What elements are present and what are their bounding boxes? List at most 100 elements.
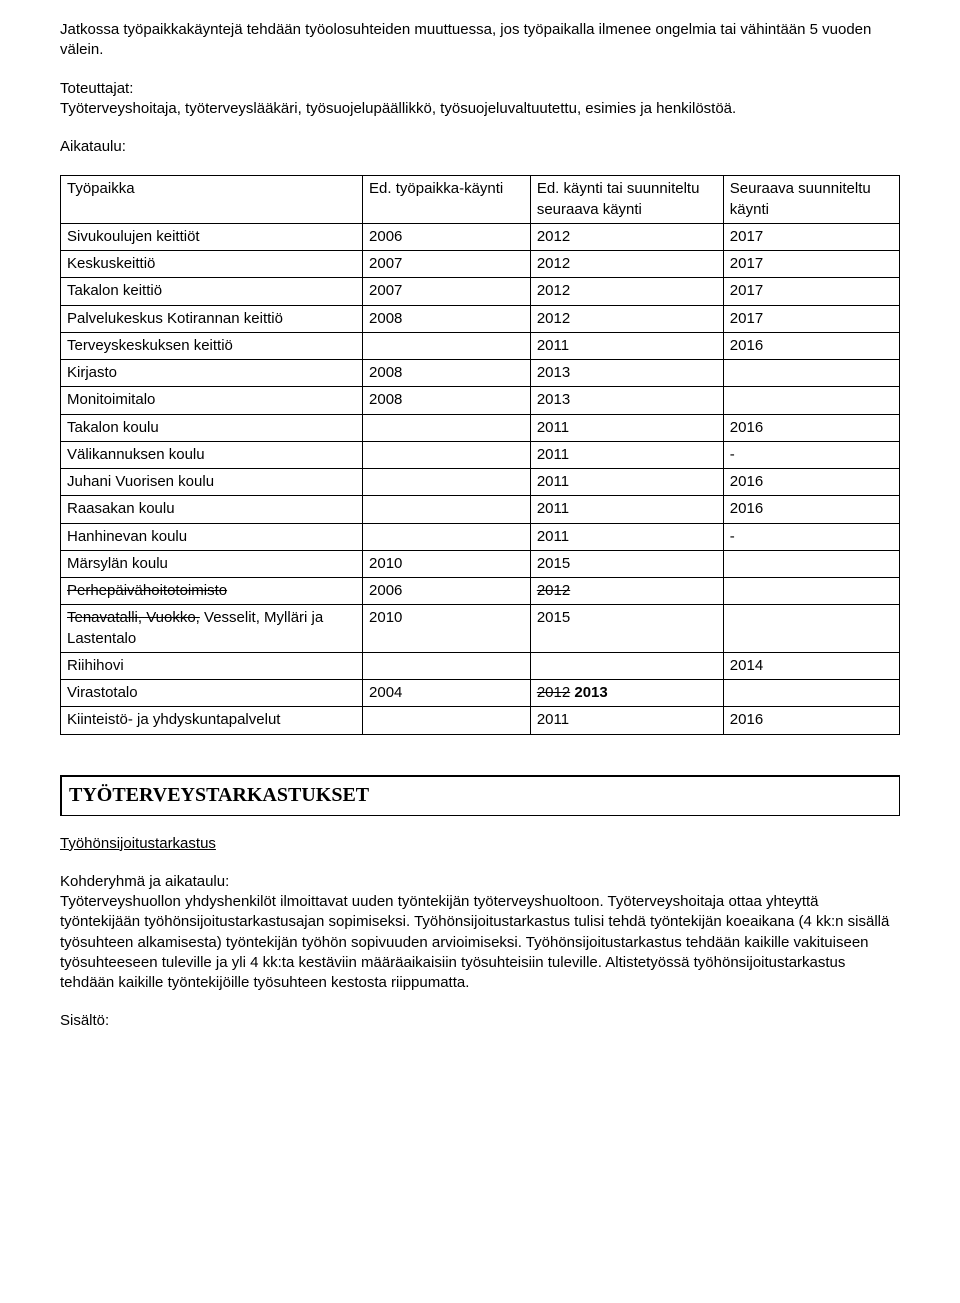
cell-prev-visit — [363, 523, 531, 550]
table-row: Monitoimitalo20082013 — [61, 387, 900, 414]
cell-prev-visit — [363, 707, 531, 734]
kohderyhma-body: Työterveyshuollon yhdyshenkilöt ilmoitta… — [60, 893, 889, 991]
intro-paragraph-3: Aikataulu: — [60, 137, 900, 157]
cell-prev-visit: 2004 — [363, 680, 531, 707]
cell-planned-visit: 2013 — [530, 387, 723, 414]
cell-next-visit — [723, 387, 899, 414]
table-row: Tenavatalli, Vuokko, Vesselit, Mylläri j… — [61, 605, 900, 653]
cell-next-visit — [723, 680, 899, 707]
section-heading-tyoterveystarkastukset: TYÖTERVEYSTARKASTUKSET — [60, 775, 900, 816]
cell-next-visit: 2014 — [723, 652, 899, 679]
cell-prev-visit: 2010 — [363, 550, 531, 577]
cell-workplace: Perhepäivähoitotoimisto — [61, 578, 363, 605]
cell-planned-visit: 2011 — [530, 496, 723, 523]
sisalto-label: Sisältö: — [60, 1011, 900, 1031]
cell-workplace: Takalon keittiö — [61, 278, 363, 305]
table-row: Riihihovi 2014 — [61, 652, 900, 679]
cell-next-visit: 2017 — [723, 278, 899, 305]
cell-next-visit: 2016 — [723, 332, 899, 359]
cell-next-visit: 2016 — [723, 414, 899, 441]
cell-prev-visit: 2007 — [363, 278, 531, 305]
cell-next-visit: 2017 — [723, 251, 899, 278]
cell-prev-visit: 2007 — [363, 251, 531, 278]
cell-prev-visit — [363, 652, 531, 679]
kohderyhma-paragraph: Kohderyhmä ja aikataulu: Työterveyshuoll… — [60, 872, 900, 994]
table-row: Terveyskeskuksen keittiö20112016 — [61, 332, 900, 359]
table-row: Takalon koulu 20112016 — [61, 414, 900, 441]
cell-prev-visit: 2006 — [363, 578, 531, 605]
intro-paragraph-2: Toteuttajat: Työterveyshoitaja, työterve… — [60, 79, 900, 120]
th-next-visit: Seuraava suunniteltu käynti — [723, 176, 899, 224]
cell-planned-visit: 2011 — [530, 441, 723, 468]
cell-planned-visit: 2013 — [530, 360, 723, 387]
kohderyhma-label: Kohderyhmä ja aikataulu: — [60, 873, 229, 890]
intro-p2-label: Toteuttajat: — [60, 80, 133, 97]
cell-workplace: Raasakan koulu — [61, 496, 363, 523]
cell-next-visit — [723, 578, 899, 605]
th-prev-visit: Ed. työpaikka-käynti — [363, 176, 531, 224]
cell-next-visit: 2016 — [723, 707, 899, 734]
cell-next-visit: 2016 — [723, 496, 899, 523]
cell-planned-visit: 2011 — [530, 523, 723, 550]
table-row: Perhepäivähoitotoimisto20062012 — [61, 578, 900, 605]
subheading-tyohonsijoitustarkastus: Työhönsijoitustarkastus — [60, 834, 900, 854]
table-row: Kirjasto20082013 — [61, 360, 900, 387]
cell-workplace: Riihihovi — [61, 652, 363, 679]
cell-workplace: Välikannuksen koulu — [61, 441, 363, 468]
table-row: Juhani Vuorisen koulu 20112016 — [61, 469, 900, 496]
cell-workplace: Kirjasto — [61, 360, 363, 387]
cell-workplace: Kiinteistö- ja yhdyskuntapalvelut — [61, 707, 363, 734]
cell-prev-visit — [363, 441, 531, 468]
cell-next-visit: 2017 — [723, 223, 899, 250]
cell-planned-visit: 2012 — [530, 578, 723, 605]
cell-workplace: Palvelukeskus Kotirannan keittiö — [61, 305, 363, 332]
th-planned-visit: Ed. käynti tai suunniteltu seuraava käyn… — [530, 176, 723, 224]
cell-planned-visit: 2012 — [530, 223, 723, 250]
cell-workplace: Monitoimitalo — [61, 387, 363, 414]
cell-next-visit: 2016 — [723, 469, 899, 496]
table-header-row: Työpaikka Ed. työpaikka-käynti Ed. käynt… — [61, 176, 900, 224]
cell-planned-visit: 2011 — [530, 414, 723, 441]
cell-next-visit: - — [723, 441, 899, 468]
cell-prev-visit — [363, 469, 531, 496]
intro-p2-body: Työterveyshoitaja, työterveyslääkäri, ty… — [60, 100, 736, 117]
cell-planned-visit: 2012 — [530, 305, 723, 332]
cell-planned-visit: 2011 — [530, 707, 723, 734]
table-row: Kiinteistö- ja yhdyskuntapalvelut 2011201… — [61, 707, 900, 734]
cell-planned-visit: 2012 2013 — [530, 680, 723, 707]
table-row: Virastotalo20042012 2013 — [61, 680, 900, 707]
cell-workplace: Keskuskeittiö — [61, 251, 363, 278]
cell-planned-visit: 2012 — [530, 278, 723, 305]
cell-planned-visit: 2015 — [530, 550, 723, 577]
intro-paragraph-1: Jatkossa työpaikkakäyntejä tehdään työol… — [60, 20, 900, 61]
cell-prev-visit: 2010 — [363, 605, 531, 653]
th-workplace: Työpaikka — [61, 176, 363, 224]
cell-next-visit — [723, 550, 899, 577]
table-row: Keskuskeittiö200720122017 — [61, 251, 900, 278]
table-row: Hanhinevan koulu2011- — [61, 523, 900, 550]
cell-planned-visit: 2011 — [530, 469, 723, 496]
cell-workplace: Virastotalo — [61, 680, 363, 707]
cell-prev-visit: 2006 — [363, 223, 531, 250]
cell-next-visit — [723, 605, 899, 653]
cell-planned-visit: 2015 — [530, 605, 723, 653]
table-row: Palvelukeskus Kotirannan keittiö20082012… — [61, 305, 900, 332]
cell-workplace: Sivukoulujen keittiöt — [61, 223, 363, 250]
cell-next-visit — [723, 360, 899, 387]
cell-prev-visit: 2008 — [363, 305, 531, 332]
cell-prev-visit: 2008 — [363, 360, 531, 387]
table-row: Takalon keittiö200720122017 — [61, 278, 900, 305]
cell-workplace: Takalon koulu — [61, 414, 363, 441]
cell-workplace: Tenavatalli, Vuokko, Vesselit, Mylläri j… — [61, 605, 363, 653]
cell-planned-visit: 2011 — [530, 332, 723, 359]
cell-planned-visit — [530, 652, 723, 679]
cell-prev-visit — [363, 414, 531, 441]
schedule-table: Työpaikka Ed. työpaikka-käynti Ed. käynt… — [60, 175, 900, 734]
cell-next-visit: 2017 — [723, 305, 899, 332]
cell-prev-visit — [363, 496, 531, 523]
cell-workplace: Märsylän koulu — [61, 550, 363, 577]
cell-prev-visit — [363, 332, 531, 359]
cell-workplace: Juhani Vuorisen koulu — [61, 469, 363, 496]
table-row: Sivukoulujen keittiöt200620122017 — [61, 223, 900, 250]
cell-next-visit: - — [723, 523, 899, 550]
